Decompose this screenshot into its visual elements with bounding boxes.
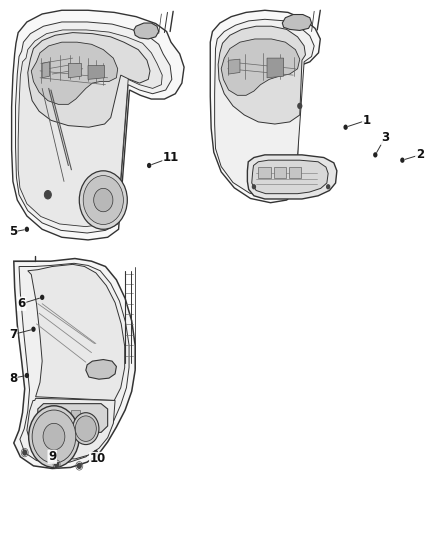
Circle shape xyxy=(63,449,67,454)
Polygon shape xyxy=(252,160,328,193)
Circle shape xyxy=(25,227,29,232)
Circle shape xyxy=(297,103,302,109)
Polygon shape xyxy=(258,167,271,177)
Circle shape xyxy=(343,125,348,130)
Polygon shape xyxy=(215,19,314,197)
Circle shape xyxy=(79,171,127,229)
Polygon shape xyxy=(71,410,80,425)
Polygon shape xyxy=(12,10,184,240)
Polygon shape xyxy=(15,22,172,233)
Polygon shape xyxy=(267,58,284,78)
Text: 2: 2 xyxy=(416,148,424,161)
Polygon shape xyxy=(210,10,320,203)
Circle shape xyxy=(32,410,76,463)
Polygon shape xyxy=(38,403,108,432)
Circle shape xyxy=(75,416,96,441)
Polygon shape xyxy=(42,62,49,78)
Polygon shape xyxy=(229,59,240,74)
Polygon shape xyxy=(57,410,67,425)
Text: 11: 11 xyxy=(163,151,179,164)
Polygon shape xyxy=(19,263,129,463)
Polygon shape xyxy=(218,26,305,124)
Polygon shape xyxy=(44,410,54,425)
Polygon shape xyxy=(283,14,311,30)
Polygon shape xyxy=(247,155,337,199)
Circle shape xyxy=(25,373,29,378)
Circle shape xyxy=(73,413,99,445)
Polygon shape xyxy=(18,30,162,227)
Circle shape xyxy=(94,450,98,455)
Polygon shape xyxy=(27,398,115,459)
Circle shape xyxy=(28,406,79,467)
Text: 7: 7 xyxy=(9,328,17,341)
Polygon shape xyxy=(28,264,125,400)
Text: 10: 10 xyxy=(89,453,106,465)
Text: 6: 6 xyxy=(18,297,26,310)
Polygon shape xyxy=(221,39,300,95)
Polygon shape xyxy=(31,42,118,104)
Circle shape xyxy=(373,152,378,158)
Circle shape xyxy=(54,461,59,467)
Circle shape xyxy=(326,184,330,189)
Circle shape xyxy=(252,184,256,189)
Circle shape xyxy=(44,190,51,199)
Circle shape xyxy=(22,449,27,456)
Polygon shape xyxy=(14,259,135,469)
Circle shape xyxy=(31,327,35,332)
Polygon shape xyxy=(86,360,117,379)
Circle shape xyxy=(400,158,405,163)
Polygon shape xyxy=(274,167,286,177)
Circle shape xyxy=(40,295,44,300)
Text: 1: 1 xyxy=(363,114,371,127)
Polygon shape xyxy=(28,33,150,127)
Text: 8: 8 xyxy=(9,372,17,385)
Polygon shape xyxy=(88,66,105,79)
Circle shape xyxy=(77,463,82,469)
Text: 3: 3 xyxy=(381,131,389,144)
Text: 5: 5 xyxy=(9,225,17,238)
Circle shape xyxy=(43,423,65,450)
Circle shape xyxy=(83,175,124,224)
Polygon shape xyxy=(134,23,159,39)
Polygon shape xyxy=(68,63,81,78)
Circle shape xyxy=(147,163,151,168)
Circle shape xyxy=(94,188,113,212)
Text: 9: 9 xyxy=(48,450,57,463)
Polygon shape xyxy=(289,167,301,177)
